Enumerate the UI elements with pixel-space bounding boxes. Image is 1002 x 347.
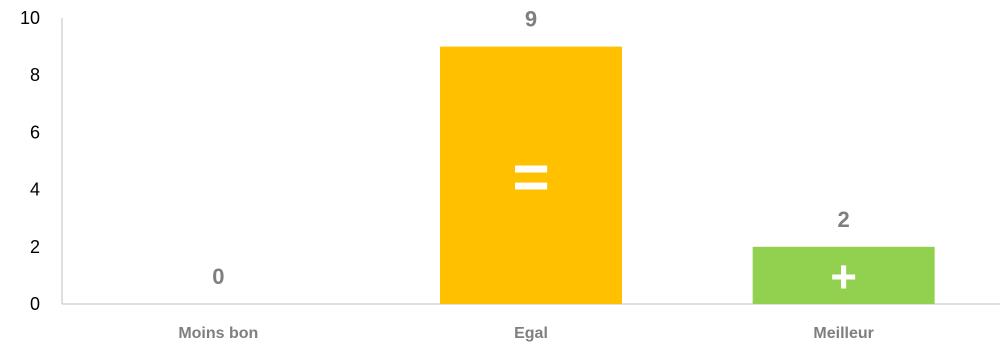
y-tick-label: 6 (30, 122, 40, 142)
data-label: 2 (838, 207, 850, 232)
data-label: 0 (212, 264, 224, 289)
y-tick-label: 4 (30, 180, 40, 200)
x-category-label: Meilleur (813, 325, 873, 342)
equals-icon: = (512, 140, 549, 212)
y-tick-labels: 0 2 4 6 8 10 (20, 8, 40, 314)
y-tick-label: 2 (30, 237, 40, 257)
category-labels: Moins bon Egal Meilleur (178, 325, 874, 342)
bars: 0 = 9 +2 (212, 7, 935, 304)
y-tick-label: 10 (20, 8, 40, 28)
x-category-label: Egal (514, 325, 548, 342)
bar (752, 246, 935, 304)
y-tick-label: 0 (30, 294, 40, 314)
plus-icon: + (830, 251, 857, 302)
x-category-label: Moins bon (178, 325, 258, 342)
y-tick-label: 8 (30, 65, 40, 85)
data-label: 9 (525, 7, 537, 32)
bar (440, 46, 622, 304)
